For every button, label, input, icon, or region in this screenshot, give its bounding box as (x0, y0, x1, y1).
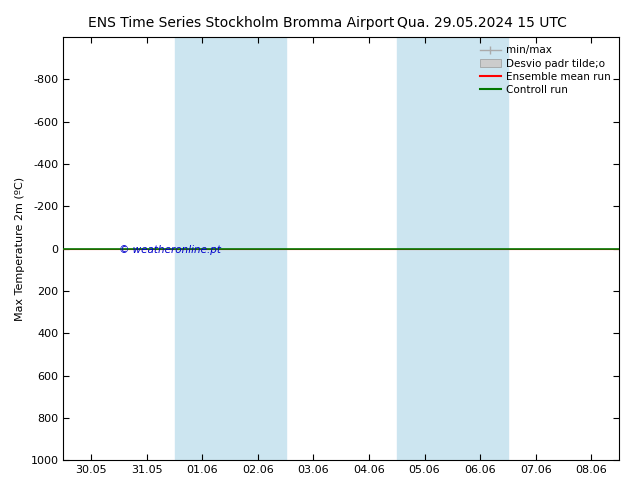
Bar (174, 37, 286, 460)
Bar (397, 37, 508, 460)
Text: Qua. 29.05.2024 15 UTC: Qua. 29.05.2024 15 UTC (397, 16, 567, 30)
Text: © weatheronline.pt: © weatheronline.pt (119, 245, 221, 255)
Y-axis label: Max Temperature 2m (ºC): Max Temperature 2m (ºC) (15, 176, 25, 320)
Text: ENS Time Series Stockholm Bromma Airport: ENS Time Series Stockholm Bromma Airport (87, 16, 394, 30)
Legend: min/max, Desvio padr tilde;o, Ensemble mean run, Controll run: min/max, Desvio padr tilde;o, Ensemble m… (477, 42, 614, 98)
